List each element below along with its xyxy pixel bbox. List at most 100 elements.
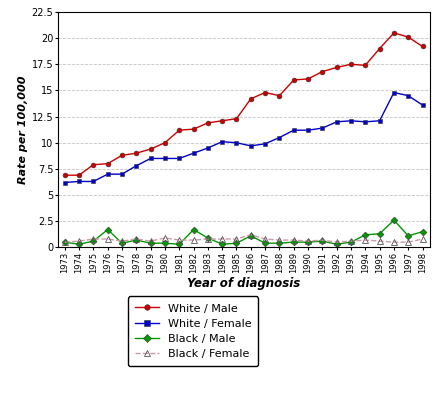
- White / Male: [420, 44, 425, 49]
- White / Male: [119, 153, 124, 158]
- Black / Male: [320, 239, 325, 243]
- Black / Male: [162, 241, 167, 246]
- White / Female: [91, 179, 96, 184]
- White / Female: [305, 128, 311, 132]
- White / Male: [334, 65, 339, 70]
- Black / Female: [205, 237, 210, 241]
- White / Female: [348, 119, 354, 123]
- Line: White / Female: White / Female: [62, 90, 425, 185]
- Black / Male: [220, 242, 225, 247]
- White / Male: [234, 116, 239, 121]
- Black / Female: [177, 238, 182, 243]
- Black / Male: [177, 242, 182, 247]
- Black / Female: [320, 238, 325, 243]
- Black / Male: [105, 227, 110, 232]
- Black / Male: [91, 239, 96, 243]
- Legend: White / Male, White / Female, Black / Male, Black / Female: White / Male, White / Female, Black / Ma…: [128, 296, 258, 366]
- Black / Male: [420, 229, 425, 234]
- Black / Female: [391, 240, 396, 245]
- Black / Male: [305, 240, 311, 245]
- X-axis label: Year of diagnosis: Year of diagnosis: [187, 277, 300, 290]
- Black / Female: [248, 233, 253, 237]
- Black / Female: [162, 235, 167, 240]
- Black / Female: [134, 237, 139, 241]
- Black / Female: [148, 239, 153, 243]
- Black / Female: [191, 238, 196, 243]
- Black / Female: [62, 240, 67, 245]
- Black / Male: [248, 233, 253, 238]
- Line: Black / Male: Black / Male: [62, 218, 425, 247]
- Black / Female: [363, 238, 368, 243]
- White / Female: [134, 163, 139, 168]
- Black / Male: [76, 242, 82, 247]
- White / Female: [119, 172, 124, 176]
- Black / Male: [363, 233, 368, 237]
- White / Male: [406, 35, 411, 40]
- White / Male: [148, 147, 153, 152]
- White / Male: [220, 119, 225, 123]
- Black / Male: [348, 240, 354, 245]
- White / Male: [191, 127, 196, 132]
- White / Male: [320, 69, 325, 74]
- Black / Female: [406, 240, 411, 245]
- Black / Male: [205, 235, 210, 240]
- White / Male: [162, 140, 167, 145]
- Black / Male: [148, 241, 153, 246]
- Black / Male: [234, 241, 239, 246]
- White / Female: [234, 140, 239, 145]
- White / Male: [76, 173, 82, 178]
- White / Female: [148, 156, 153, 161]
- White / Female: [105, 172, 110, 176]
- Black / Female: [119, 239, 124, 243]
- Black / Male: [291, 240, 296, 245]
- White / Male: [177, 128, 182, 132]
- White / Male: [205, 120, 210, 125]
- White / Female: [391, 90, 396, 95]
- White / Female: [191, 151, 196, 156]
- White / Male: [62, 173, 67, 178]
- White / Male: [91, 162, 96, 167]
- White / Female: [363, 119, 368, 124]
- Black / Female: [105, 237, 110, 241]
- Black / Female: [262, 237, 268, 241]
- White / Female: [220, 139, 225, 144]
- Black / Female: [234, 237, 239, 241]
- White / Female: [62, 180, 67, 185]
- Black / Male: [391, 218, 396, 223]
- Black / Female: [291, 238, 296, 243]
- White / Male: [363, 63, 368, 68]
- White / Female: [177, 156, 182, 161]
- Black / Female: [277, 238, 282, 243]
- White / Female: [420, 103, 425, 107]
- Black / Female: [420, 237, 425, 241]
- White / Female: [406, 93, 411, 98]
- Black / Female: [76, 239, 82, 243]
- White / Male: [391, 30, 396, 35]
- White / Male: [305, 77, 311, 81]
- White / Male: [348, 62, 354, 67]
- Line: Black / Female: Black / Female: [62, 232, 425, 245]
- Black / Female: [305, 239, 311, 243]
- White / Male: [134, 151, 139, 156]
- White / Female: [162, 156, 167, 161]
- Black / Female: [334, 240, 339, 245]
- Black / Female: [377, 239, 382, 243]
- White / Female: [205, 146, 210, 150]
- Line: White / Male: White / Male: [62, 30, 425, 178]
- White / Male: [291, 77, 296, 82]
- White / Male: [277, 93, 282, 98]
- Black / Male: [119, 241, 124, 246]
- Black / Male: [262, 241, 268, 246]
- White / Female: [248, 144, 253, 148]
- Black / Male: [334, 242, 339, 247]
- White / Male: [248, 97, 253, 101]
- White / Female: [334, 119, 339, 124]
- Black / Female: [91, 237, 96, 241]
- Black / Female: [220, 237, 225, 241]
- Black / Male: [191, 227, 196, 232]
- Black / Male: [134, 238, 139, 243]
- Black / Male: [277, 241, 282, 246]
- White / Female: [262, 141, 268, 146]
- White / Female: [277, 135, 282, 140]
- Black / Male: [406, 233, 411, 238]
